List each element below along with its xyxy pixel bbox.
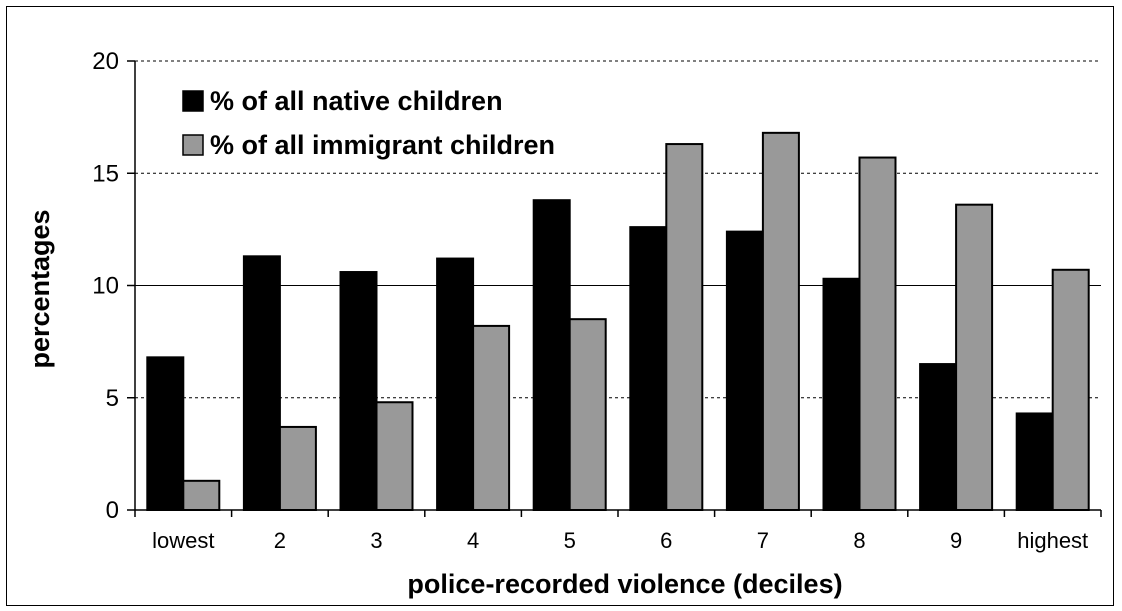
x-tick-label: 6 — [660, 528, 672, 553]
y-tick-label: 5 — [106, 385, 119, 412]
bar-native — [146, 356, 185, 511]
legend: % of all native children % of all immigra… — [182, 86, 555, 160]
bar-immigrant — [182, 479, 221, 512]
bar-native — [339, 271, 378, 511]
y-tick-label: 20 — [92, 48, 119, 75]
x-axis-title: police-recorded violence (deciles) — [407, 569, 842, 599]
x-tick-label: 7 — [757, 528, 769, 553]
chart-frame: 0 5 10 15 20 lowest 2 3 4 5 6 7 8 9 highest % of all … — [6, 6, 1114, 606]
x-tick-label: 4 — [467, 528, 479, 553]
x-tick-labels: lowest 2 3 4 5 6 7 8 9 highest — [152, 528, 1088, 553]
x-tick-label: highest — [1017, 528, 1088, 553]
bar-immigrant — [1051, 268, 1090, 511]
x-tick-label: lowest — [152, 528, 214, 553]
bar-native — [919, 363, 958, 512]
y-axis-title: percentages — [25, 209, 55, 368]
x-tick-label: 8 — [853, 528, 865, 553]
x-tick-label: 5 — [564, 528, 576, 553]
bar-native — [725, 230, 764, 511]
bar-native — [436, 257, 475, 511]
x-tick-label: 3 — [370, 528, 382, 553]
bar-immigrant — [665, 143, 704, 511]
bar-immigrant — [955, 203, 994, 511]
bar-immigrant — [568, 318, 607, 511]
bars — [146, 131, 1090, 512]
bar-immigrant — [858, 156, 897, 511]
legend-swatch — [182, 134, 204, 156]
legend-swatch — [182, 90, 204, 112]
x-tick-label: 9 — [950, 528, 962, 553]
axes — [127, 60, 1102, 517]
bar-native — [629, 226, 668, 511]
legend-label: % of all immigrant children — [210, 130, 555, 160]
y-tick-label: 10 — [92, 273, 119, 300]
bar-immigrant — [761, 131, 800, 511]
y-tick-label: 15 — [92, 160, 119, 187]
bar-native — [1015, 412, 1054, 511]
legend-label: % of all native children — [210, 86, 503, 116]
bar-native — [822, 277, 861, 512]
bar-immigrant — [472, 324, 511, 511]
bar-chart: 0 5 10 15 20 lowest 2 3 4 5 6 7 8 9 highest % of all … — [25, 48, 1102, 599]
bar-native — [242, 255, 281, 511]
bar-immigrant — [375, 401, 414, 511]
x-tick-label: 2 — [274, 528, 286, 553]
bar-native — [532, 199, 571, 511]
y-tick-labels: 0 5 10 15 20 — [92, 48, 119, 524]
bar-immigrant — [278, 425, 317, 511]
y-tick-label: 0 — [106, 497, 119, 524]
